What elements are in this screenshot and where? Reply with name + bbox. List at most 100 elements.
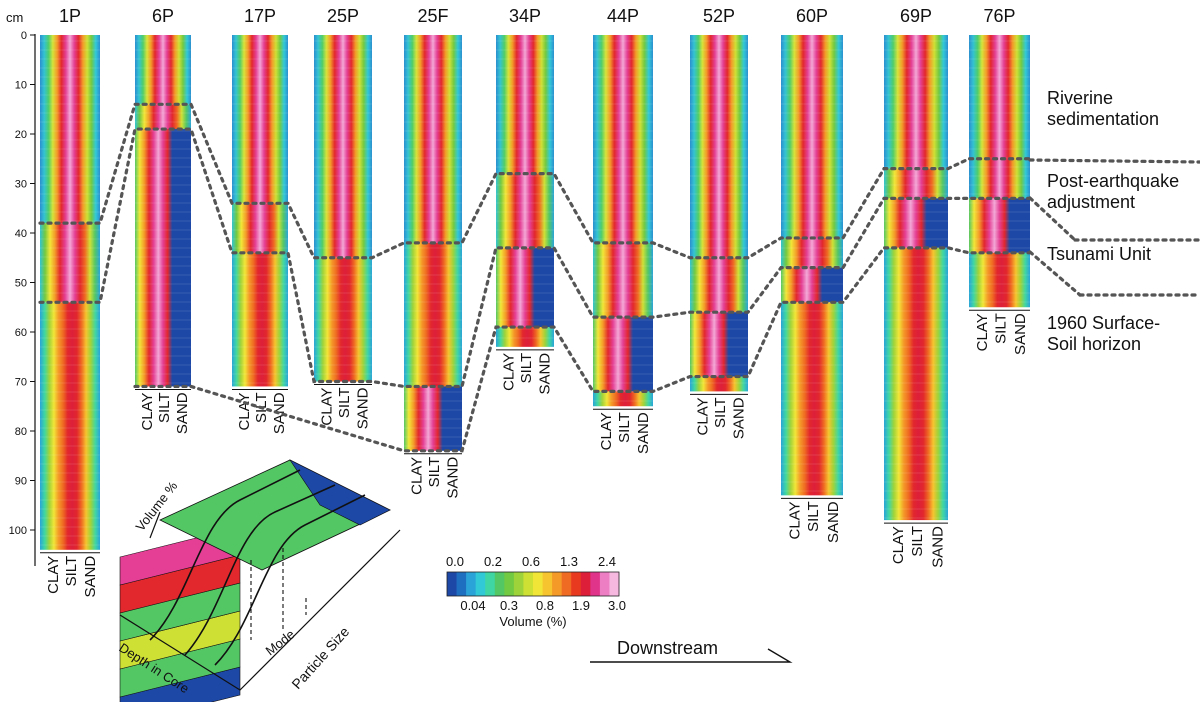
colorbar-bottom-label: 1.9 <box>572 598 590 613</box>
size-class-sand: SAND <box>82 556 99 598</box>
colorbar-top-label: 1.3 <box>560 554 578 569</box>
size-class-sand: SAND <box>635 412 652 454</box>
soil-label-line-1: 1960 Surface- <box>1047 313 1161 333</box>
size-class-sand: SAND <box>731 397 748 439</box>
correlation-line <box>38 127 1032 389</box>
colorbar-swatch <box>504 572 515 596</box>
core-60p-unit-soil <box>781 302 843 496</box>
colorbar-top-label: 0.0 <box>446 554 464 569</box>
core-label-17p: 17P <box>244 6 276 26</box>
colorbar-top-label: 2.4 <box>598 554 616 569</box>
colorbar-swatch <box>513 572 524 596</box>
core-44p: 44P CLAY SILT SAND <box>593 6 653 454</box>
core-6p: 6P CLAY SILT SAND <box>135 6 191 434</box>
core-label-6p: 6P <box>152 6 174 26</box>
size-class-clay: CLAY <box>786 501 803 539</box>
soil-label: 1960 Surface- Soil horizon <box>1047 313 1160 355</box>
core-76p-unit-tsunami <box>969 198 1030 253</box>
core-34p-unit-soil <box>496 327 554 347</box>
size-class-silt: SILT <box>336 388 353 419</box>
colorbar-swatch <box>533 572 544 596</box>
downstream-label: Downstream <box>617 638 718 658</box>
size-class-silt: SILT <box>156 392 173 423</box>
colorbar-bottom-label: 3.0 <box>608 598 626 613</box>
core-label-60p: 60P <box>796 6 828 26</box>
schematic-axes <box>119 529 401 691</box>
colorbar-swatch <box>475 572 486 596</box>
label-connector <box>1028 158 1200 164</box>
core-69p: 69P CLAY SILT SAND <box>884 6 948 568</box>
colorbar-bottom-label: 0.3 <box>500 598 518 613</box>
colorbar-bottom-label: 0.04 <box>460 598 485 613</box>
core-label-69p: 69P <box>900 6 932 26</box>
size-class-clay: CLAY <box>319 388 336 426</box>
core-69p-unit-tsunami <box>884 198 948 248</box>
size-class-silt: SILT <box>616 412 633 443</box>
colorbar-swatch <box>599 572 610 596</box>
colorbar-swatch <box>523 572 534 596</box>
depth-tick-label: 100 <box>9 525 27 537</box>
size-class-sand: SAND <box>355 387 372 429</box>
colorbar-frame <box>446 571 620 597</box>
core-1p: 1P CLAY SILT SAND <box>40 6 100 597</box>
depth-tick-label: 20 <box>15 129 27 141</box>
depth-tick-label: 40 <box>15 228 27 240</box>
core-25p-unit-soil <box>314 257 372 382</box>
core-25f: 25F CLAY SILT SAND <box>404 6 462 498</box>
colorbar-swatch <box>485 572 496 596</box>
core-25p-unit-riv <box>314 35 372 258</box>
core-label-52p: 52P <box>703 6 735 26</box>
core-52p-unit-soil <box>690 376 748 392</box>
depth-tick-label: 50 <box>15 278 27 290</box>
core-52p: 52P CLAY SILT SAND <box>690 6 748 439</box>
colorbar-top-label: 0.2 <box>484 554 502 569</box>
core-label-25f: 25F <box>417 6 448 26</box>
core-76p: 76P CLAY SILT SAND <box>969 6 1030 355</box>
core-1p-unit-post <box>40 223 100 303</box>
size-class-silt: SILT <box>63 556 80 587</box>
core-6p-unit-tsunami <box>135 129 191 387</box>
core-60p: 60P CLAY SILT SAND <box>781 6 843 543</box>
core-60p-unit-post <box>781 237 843 268</box>
core-17p-unit-soil <box>232 252 288 387</box>
correlation-line <box>38 102 1032 260</box>
core-34p-unit-tsunami <box>496 247 554 328</box>
downstream-arrow: Downstream <box>590 638 793 663</box>
core-44p-unit-tsunami <box>593 317 653 392</box>
colorbar-swatch <box>466 572 477 596</box>
core-76p-unit-soil <box>969 252 1030 308</box>
core-60p-unit-tsunami <box>781 267 843 303</box>
core-6p-unit-post <box>135 104 191 130</box>
size-class-sand: SAND <box>825 501 842 543</box>
core-6p-unit-riv <box>135 35 191 105</box>
core-52p-unit-tsunami <box>690 312 748 377</box>
depth-tick-label: 70 <box>15 377 27 389</box>
core-label-1p: 1P <box>59 6 81 26</box>
core-52p-unit-post <box>690 257 748 313</box>
label-connector <box>1028 196 1077 242</box>
size-class-clay: CLAY <box>501 353 518 391</box>
schematic-curve <box>149 469 301 641</box>
colorbar-swatch <box>609 572 620 596</box>
core-34p-unit-post <box>496 173 554 248</box>
colorbar-swatch <box>590 572 601 596</box>
colorbar-top-label: 0.6 <box>522 554 540 569</box>
size-class-sand: SAND <box>537 353 554 395</box>
core-69p-unit-soil <box>884 247 948 521</box>
schematic-curve <box>214 494 366 666</box>
colorbar-title: Volume (%) <box>499 614 566 629</box>
size-class-clay: CLAY <box>890 526 907 564</box>
size-class-silt: SILT <box>909 526 926 557</box>
schematic-sand-cells <box>289 459 391 526</box>
riverine-label-line-1: Riverine <box>1047 88 1114 108</box>
size-class-clay: CLAY <box>236 392 253 430</box>
core-60p-unit-riv <box>781 35 843 238</box>
core-44p-unit-riv <box>593 35 653 243</box>
size-class-sand: SAND <box>929 526 946 568</box>
post-earthquake-label-line-1: Post-earthquake <box>1047 171 1180 191</box>
soil-label-line-2: Soil horizon <box>1047 334 1142 354</box>
colorbar-swatch <box>542 572 553 596</box>
core-69p-unit-riv <box>884 35 948 169</box>
